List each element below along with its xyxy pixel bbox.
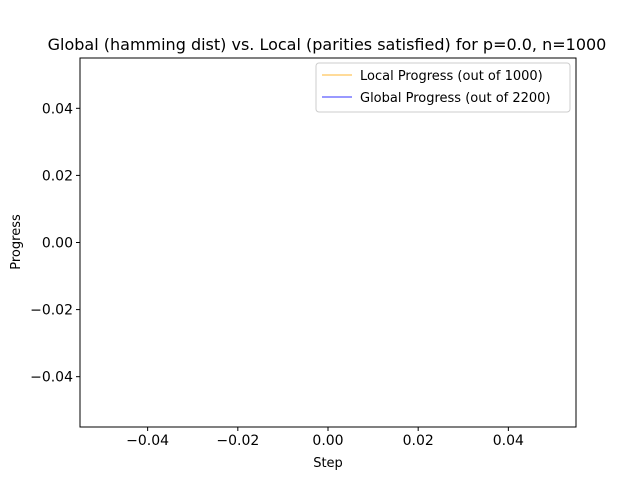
chart-title: Global (hamming dist) vs. Local (paritie…: [48, 35, 607, 54]
x-tick-label: −0.02: [216, 433, 259, 449]
y-tick-label: −0.02: [30, 303, 73, 319]
legend-box: [315, 62, 571, 113]
x-tick-label: 0.02: [403, 433, 434, 449]
y-axis-label: Progress: [9, 214, 24, 270]
x-tick-label: −0.04: [126, 433, 169, 449]
legend-label-local: Local Progress (out of 1000): [360, 69, 543, 84]
x-tick-label: 0.04: [493, 433, 524, 449]
y-tick-label: 0.02: [42, 168, 73, 184]
legend: Local Progress (out of 1000) Global Prog…: [315, 62, 571, 113]
y-tick-label: 0.04: [42, 101, 73, 117]
x-axis-label: Step: [313, 456, 343, 471]
y-axis-ticks: −0.04 −0.02 0.00 0.02 0.04: [30, 101, 80, 386]
x-tick-label: 0.00: [312, 433, 343, 449]
y-tick-label: 0.00: [42, 236, 73, 252]
y-tick-label: −0.04: [30, 370, 73, 386]
legend-label-global: Global Progress (out of 2200): [360, 91, 551, 106]
x-axis-ticks: −0.04 −0.02 0.00 0.02 0.04: [126, 427, 524, 449]
